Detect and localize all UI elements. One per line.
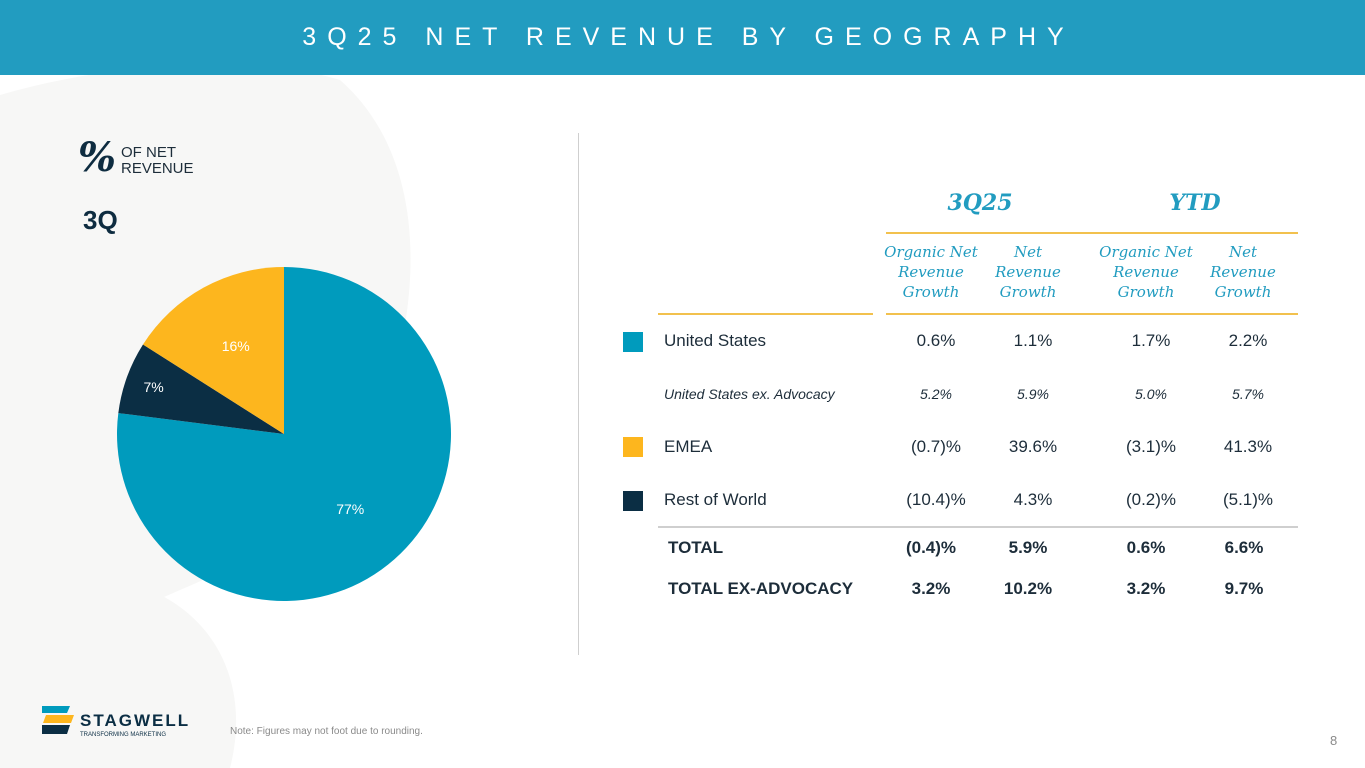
group-header-3q25: 3Q25 bbox=[947, 190, 1013, 216]
table-cell: 5.7% bbox=[1232, 386, 1264, 402]
vertical-divider bbox=[578, 133, 579, 655]
chart-title: 3Q bbox=[83, 205, 118, 235]
group-header-ytd: YTD bbox=[1169, 190, 1221, 216]
table-cell: (0.7)% bbox=[910, 437, 962, 456]
table-cell: 0.6% bbox=[1126, 538, 1166, 557]
value-column-rule bbox=[886, 313, 1298, 315]
header-rule bbox=[886, 232, 1298, 234]
row-label-united-states: United States bbox=[664, 331, 767, 350]
table-cell: 3.2% bbox=[1126, 579, 1166, 598]
table-cell: 3.2% bbox=[911, 579, 951, 598]
table-cell: 9.7% bbox=[1224, 579, 1264, 598]
pie-data-label: 7% bbox=[143, 379, 163, 395]
logo-wordmark: STAGWELL bbox=[80, 711, 190, 730]
table-cell: 6.6% bbox=[1224, 538, 1264, 557]
totals-rule bbox=[658, 526, 1298, 528]
table-cell: (0.2)% bbox=[1125, 490, 1177, 509]
col-header-3q25-net: Net Revenue Growth bbox=[995, 243, 1061, 301]
title-bar: 3Q25 NET REVENUE BY GEOGRAPHY bbox=[0, 0, 1365, 75]
table-cell: (10.4)% bbox=[906, 490, 966, 509]
table-cell: (0.4)% bbox=[905, 538, 957, 557]
table-cell: 10.2% bbox=[1003, 579, 1053, 598]
table-cell: 4.3% bbox=[1013, 490, 1053, 509]
col-header-ytd-organic: Organic Net Revenue Growth bbox=[1099, 243, 1193, 301]
row-label-total: TOTAL bbox=[668, 538, 724, 557]
col-header-ytd-net: Net Revenue Growth bbox=[1210, 243, 1276, 301]
table-cell: 5.0% bbox=[1135, 386, 1167, 402]
page-title: 3Q25 NET REVENUE BY GEOGRAPHY bbox=[302, 23, 1075, 51]
pie-data-label: 16% bbox=[222, 338, 250, 354]
table-cell: 5.9% bbox=[1008, 538, 1048, 557]
label-column-rule bbox=[658, 313, 873, 315]
table-cell: 1.1% bbox=[1013, 331, 1053, 350]
pie-slice-rest-of-world bbox=[118, 344, 285, 434]
table-cell: 5.9% bbox=[1017, 386, 1049, 402]
table-cell: 2.2% bbox=[1228, 331, 1268, 350]
table-cell: (5.1)% bbox=[1222, 490, 1274, 509]
pie-data-label: 77% bbox=[336, 501, 364, 517]
table-cell: 0.6% bbox=[916, 331, 956, 350]
legend-swatch-united-states bbox=[623, 332, 643, 352]
table-cell: (3.1)% bbox=[1125, 437, 1177, 456]
stagwell-logo: STAGWELL TRANSFORMING MARKETING bbox=[42, 706, 190, 738]
legend-swatch-emea bbox=[623, 437, 643, 457]
percent-icon: % bbox=[78, 134, 117, 181]
logo-tagline: TRANSFORMING MARKETING bbox=[80, 732, 166, 738]
table-cell: 39.6% bbox=[1008, 437, 1058, 456]
percent-label: OF NET REVENUE bbox=[121, 144, 194, 177]
row-label-total-ex-advocacy: TOTAL EX-ADVOCACY bbox=[668, 579, 854, 598]
table-cell: 5.2% bbox=[920, 386, 952, 402]
row-label-us-ex-advocacy: United States ex. Advocacy bbox=[664, 386, 835, 402]
row-label-emea: EMEA bbox=[664, 437, 713, 456]
footnote: Note: Figures may not foot due to roundi… bbox=[230, 726, 423, 737]
pie-slice-emea bbox=[142, 267, 284, 434]
page-number: 8 bbox=[1330, 733, 1338, 748]
legend-swatch-rest-of-world bbox=[623, 491, 643, 511]
table-cell: 41.3% bbox=[1223, 437, 1273, 456]
logo-mark-icon bbox=[42, 706, 70, 713]
col-header-3q25-organic: Organic Net Revenue Growth bbox=[884, 243, 978, 301]
row-label-rest-of-world: Rest of World bbox=[664, 490, 767, 509]
table-cell: 1.7% bbox=[1131, 331, 1171, 350]
